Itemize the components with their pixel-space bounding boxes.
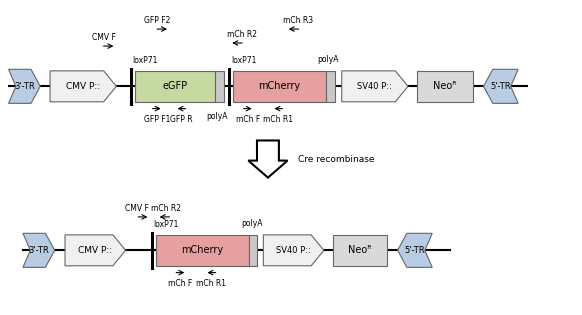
Bar — [155, 235, 249, 266]
Bar — [332, 235, 387, 266]
Text: GFP F1: GFP F1 — [144, 115, 170, 124]
Polygon shape — [23, 233, 55, 267]
Text: Neoᴿ: Neoᴿ — [348, 245, 372, 255]
Polygon shape — [65, 235, 126, 266]
Bar — [417, 71, 473, 102]
Text: mCh R3: mCh R3 — [283, 16, 314, 26]
Text: Neoᴿ: Neoᴿ — [433, 81, 457, 91]
Text: polyA: polyA — [207, 112, 228, 121]
Bar — [233, 71, 325, 102]
Text: CMV F: CMV F — [125, 204, 149, 213]
Polygon shape — [249, 140, 288, 178]
Polygon shape — [342, 71, 408, 102]
Text: CMV P::: CMV P:: — [66, 82, 100, 91]
Bar — [136, 71, 215, 102]
Text: CMV P::: CMV P:: — [78, 246, 112, 255]
Text: SV40 P::: SV40 P:: — [357, 82, 392, 91]
Text: mCherry: mCherry — [181, 245, 223, 255]
Bar — [326, 71, 335, 102]
Polygon shape — [9, 69, 40, 103]
Bar — [215, 71, 224, 102]
Text: GFP F2: GFP F2 — [144, 16, 171, 26]
Text: mCh R1: mCh R1 — [263, 115, 293, 124]
Text: mCh R1: mCh R1 — [197, 279, 226, 289]
Text: mCherry: mCherry — [258, 81, 300, 91]
Text: eGFP: eGFP — [162, 81, 188, 91]
Text: SV40 P::: SV40 P:: — [276, 246, 311, 255]
Polygon shape — [263, 235, 324, 266]
Text: loxP71: loxP71 — [153, 220, 179, 229]
Text: mCh R2: mCh R2 — [151, 204, 182, 213]
Bar — [249, 235, 257, 266]
Text: 3'-TR: 3'-TR — [29, 246, 49, 255]
Text: Cre recombinase: Cre recombinase — [298, 155, 374, 163]
Text: polyA: polyA — [241, 219, 262, 228]
Text: mCh F: mCh F — [236, 115, 260, 124]
Text: 5'-TR: 5'-TR — [404, 246, 425, 255]
Polygon shape — [50, 71, 116, 102]
Polygon shape — [484, 69, 518, 103]
Text: CMV F: CMV F — [92, 33, 116, 43]
Text: mCh R2: mCh R2 — [227, 30, 257, 39]
Text: GFP R: GFP R — [170, 115, 193, 124]
Text: 3'-TR: 3'-TR — [14, 82, 35, 91]
Text: polyA: polyA — [318, 55, 339, 64]
Text: loxP71: loxP71 — [231, 56, 257, 65]
Text: loxP71: loxP71 — [133, 56, 158, 65]
Text: mCh F: mCh F — [168, 279, 193, 289]
Polygon shape — [398, 233, 432, 267]
Text: 5'-TR: 5'-TR — [491, 82, 511, 91]
